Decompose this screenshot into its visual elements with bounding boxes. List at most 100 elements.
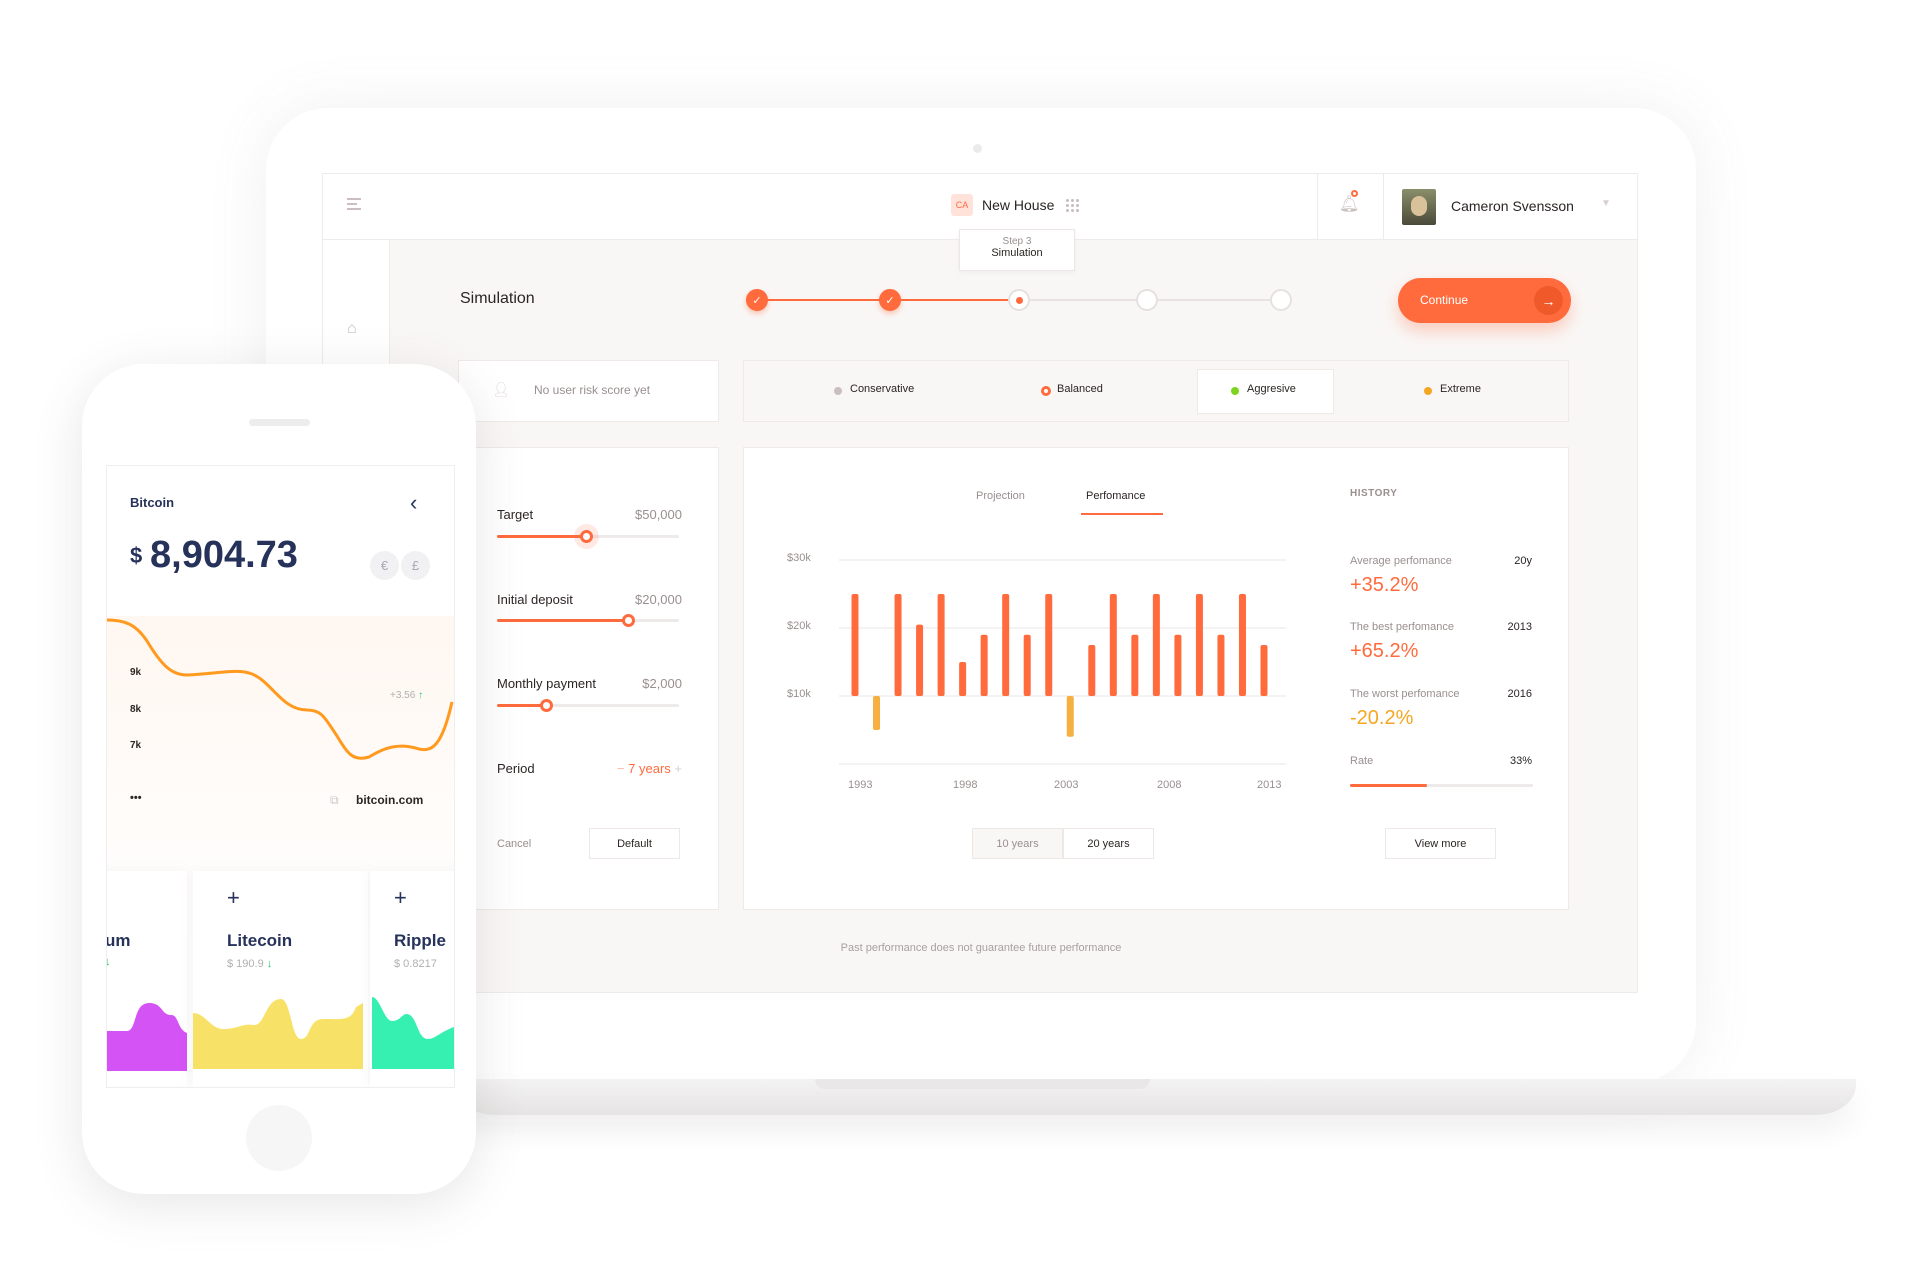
add-icon[interactable]: + — [394, 885, 407, 910]
tab-performance[interactable]: Perfomance — [1086, 490, 1146, 502]
target-label: Target — [497, 507, 534, 522]
radio-icon — [1041, 386, 1051, 396]
bar-2011 — [1238, 594, 1246, 696]
step-3-current[interactable] — [1008, 289, 1030, 311]
deposit-value: $20,000 — [635, 592, 682, 607]
chevron-down-icon[interactable]: ▼ — [1601, 198, 1611, 209]
sparkline-area — [372, 997, 454, 1069]
arrow-right-icon: → — [1534, 286, 1563, 315]
monthly-value: $2,000 — [642, 676, 682, 691]
x-tick: 1998 — [953, 779, 978, 791]
arrow-down-icon: ↓ — [266, 958, 273, 970]
bar-2000 — [1002, 594, 1010, 696]
slider-knob[interactable] — [540, 699, 554, 712]
continue-button[interactable]: Continue → — [1398, 278, 1571, 323]
euro-button[interactable]: € — [370, 551, 399, 580]
range-20-years-button[interactable]: 20 years — [1063, 828, 1154, 859]
monthly-slider[interactable] — [497, 699, 679, 712]
bar-2008 — [1174, 634, 1182, 696]
avg-period: 20y — [1514, 555, 1532, 567]
bar-1996 — [916, 624, 924, 696]
worst-label: The worst perfomance — [1350, 688, 1460, 700]
option-label: Conservative — [850, 383, 915, 395]
laptop-notch — [815, 1079, 1150, 1089]
currency-symbol: $ — [130, 543, 143, 568]
period-label: Period — [497, 761, 535, 776]
deposit-label: Initial deposit — [497, 592, 573, 607]
selected-option-bg — [1197, 369, 1334, 414]
x-tick: 1993 — [848, 779, 873, 791]
user-name[interactable]: Cameron Svensson — [1451, 198, 1574, 214]
dot-icon — [1231, 387, 1239, 395]
bar-1999 — [980, 634, 988, 696]
deposit-slider[interactable] — [497, 614, 679, 627]
bar-2004 — [1088, 645, 1096, 696]
dot-icon — [834, 387, 842, 395]
step-2[interactable]: ✓ — [879, 289, 901, 311]
risk-score-box: 👤︎ No user risk score yet — [458, 360, 719, 422]
performance-panel: Projection Perfomance $30k $20k $10k 199… — [743, 447, 1569, 910]
page-title: Simulation — [460, 290, 535, 307]
tab-projection[interactable]: Projection — [976, 490, 1025, 502]
avatar[interactable] — [1402, 189, 1436, 225]
y-tick: 7k — [130, 740, 142, 751]
price: 8,904.73 — [150, 534, 298, 576]
default-button[interactable]: Default — [589, 828, 680, 859]
bar-2007 — [1152, 594, 1160, 696]
source-link[interactable]: bitcoin.com — [356, 793, 424, 807]
plus-button[interactable]: + — [674, 761, 682, 776]
divider — [1317, 174, 1318, 240]
step-4[interactable] — [1136, 289, 1158, 311]
apps-grid-icon[interactable] — [1065, 198, 1079, 212]
bar-1993 — [851, 594, 859, 696]
minus-button[interactable]: − — [616, 761, 625, 776]
active-tab-indicator — [1081, 513, 1163, 515]
project-name[interactable]: New House — [982, 197, 1055, 213]
step-5[interactable] — [1270, 289, 1292, 311]
price-change: +3.56 ↑ — [390, 690, 423, 701]
arrow-down-icon: ↓ — [107, 956, 111, 968]
risk-placeholder: No user risk score yet — [534, 383, 651, 397]
camera-dot — [973, 144, 982, 153]
cancel-button[interactable]: Cancel — [497, 838, 532, 850]
bell-icon[interactable]: 🔔︎ — [1339, 190, 1359, 214]
target-slider[interactable] — [497, 530, 679, 543]
add-icon[interactable]: + — [227, 885, 240, 910]
menu-icon[interactable] — [347, 198, 363, 210]
coin-card-ripple[interactable]: + Ripple $ 0.8217 — [370, 871, 454, 1087]
home-icon[interactable]: ⌂ — [347, 320, 357, 337]
coin-card-litecoin[interactable]: + Litecoin $ 190.9 ↓ — [193, 871, 368, 1087]
best-year: 2013 — [1507, 621, 1532, 633]
risk-options: Conservative Balanced Aggresive Extreme — [743, 360, 1569, 422]
bar-2009 — [1195, 594, 1203, 696]
card-price: $ 0.8217 — [394, 958, 437, 970]
worst-value: -20.2% — [1350, 707, 1414, 729]
bar-2001 — [1023, 634, 1031, 696]
bar-2003 — [1066, 696, 1074, 737]
period-stepper: − 7 years + — [617, 761, 682, 776]
sparkline-area — [107, 1003, 187, 1071]
option-label: Balanced — [1057, 383, 1103, 395]
rate-progress-bar — [1350, 784, 1533, 787]
rate-label: Rate — [1350, 755, 1374, 767]
phone-home-button[interactable] — [246, 1105, 312, 1171]
continue-label: Continue — [1420, 293, 1469, 307]
view-more-button[interactable]: View more — [1385, 828, 1496, 859]
more-icon[interactable]: ••• — [130, 792, 142, 804]
monthly-label: Monthly payment — [497, 676, 596, 691]
y-tick: $10k — [787, 688, 811, 700]
card-name: Ripple — [394, 931, 446, 950]
tooltip-title: Simulation — [991, 247, 1043, 259]
dot-icon — [1424, 387, 1432, 395]
slider-knob[interactable] — [622, 614, 636, 627]
coin-card-ethereum[interactable]: um ↓ — [107, 871, 187, 1087]
range-10-years-button[interactable]: 10 years — [972, 828, 1063, 859]
history-title: HISTORY — [1350, 488, 1398, 499]
back-chevron-icon[interactable]: ‹ — [410, 490, 418, 515]
period-value: 7 years — [628, 761, 671, 776]
disclaimer: Past performance does not guarantee futu… — [840, 942, 1122, 954]
pound-button[interactable]: £ — [401, 551, 430, 580]
step-1[interactable]: ✓ — [746, 289, 768, 311]
bar-1995 — [894, 594, 902, 696]
slider-knob[interactable] — [580, 530, 594, 543]
